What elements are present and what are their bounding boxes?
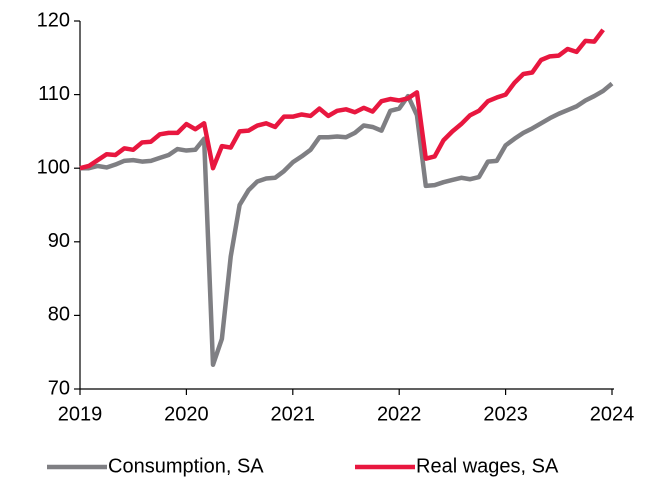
legend-label: Consumption, SA: [108, 455, 264, 477]
series-line: [80, 81, 614, 367]
x-tick-label: 2024: [590, 403, 635, 425]
legend-label: Real wages, SA: [416, 455, 559, 477]
x-tick-label: 2020: [164, 403, 209, 425]
series-line: [79, 28, 605, 171]
x-tick-label: 2021: [271, 403, 316, 425]
x-tick-label: 2022: [377, 403, 422, 425]
y-tick-label: 90: [48, 230, 70, 252]
y-tick-label: 110: [38, 83, 70, 105]
y-tick-label: 70: [48, 377, 70, 399]
x-tick-label: 2023: [483, 403, 528, 425]
x-tick-label: 2019: [58, 403, 103, 425]
y-tick-label: 80: [48, 304, 70, 326]
y-tick-label: 120: [37, 9, 70, 31]
y-tick-label: 100: [37, 156, 70, 178]
